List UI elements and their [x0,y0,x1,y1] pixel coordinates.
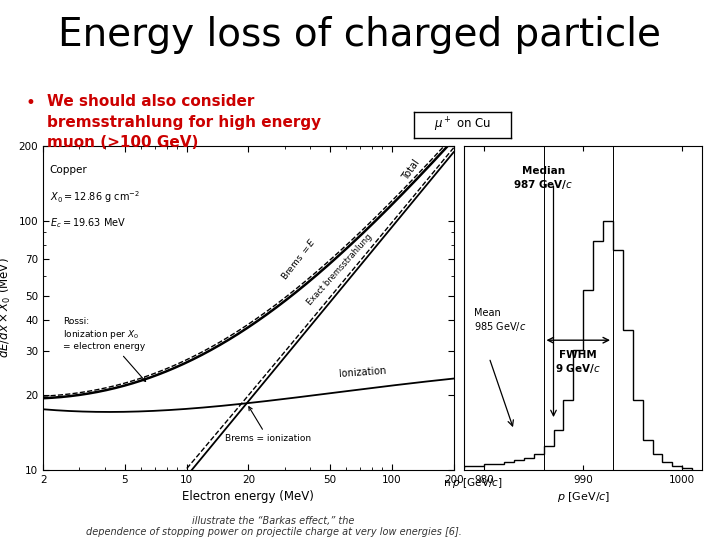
Text: •: • [25,94,35,112]
Text: illustrate the “Barkas effect,” the
dependence of stopping power on projectile c: illustrate the “Barkas effect,” the depe… [86,516,462,537]
Text: Copper: Copper [50,165,87,176]
X-axis label: Electron energy (MeV): Electron energy (MeV) [182,490,315,503]
Text: n $p$ [GeV/$c$]: n $p$ [GeV/$c$] [443,476,503,490]
Text: Exact bremsstrahlung: Exact bremsstrahlung [305,232,374,307]
Text: Ionization: Ionization [338,366,387,380]
Text: $E_c = 19.63\ \mathrm{MeV}$: $E_c = 19.63\ \mathrm{MeV}$ [50,217,126,230]
Text: We should also consider
bremsstrahlung for high energy
muon (>100 GeV): We should also consider bremsstrahlung f… [47,94,321,150]
Text: Energy loss of charged particle: Energy loss of charged particle [58,16,662,54]
Text: Median
987 GeV/$c$: Median 987 GeV/$c$ [513,166,574,191]
Text: Brems = ionization: Brems = ionization [225,407,311,443]
Text: Brems $= E$: Brems $= E$ [279,235,318,282]
Text: Rossi:
Ionization per $X_0$
= electron energy: Rossi: Ionization per $X_0$ = electron e… [63,317,145,381]
Text: Total: Total [400,158,422,183]
Text: $\mu^+$ on Cu: $\mu^+$ on Cu [434,116,491,134]
Text: Mean
985 GeV/$c$: Mean 985 GeV/$c$ [474,308,527,333]
Text: $X_0 = 12.86\ \mathrm{g\ cm^{-2}}$: $X_0 = 12.86\ \mathrm{g\ cm^{-2}}$ [50,189,140,205]
X-axis label: $p$ [GeV/$c$]: $p$ [GeV/$c$] [557,490,610,504]
Y-axis label: $dE/dx \times X_0$ (MeV): $dE/dx \times X_0$ (MeV) [0,258,13,358]
Text: FWHM
9 GeV/$c$: FWHM 9 GeV/$c$ [555,350,601,375]
